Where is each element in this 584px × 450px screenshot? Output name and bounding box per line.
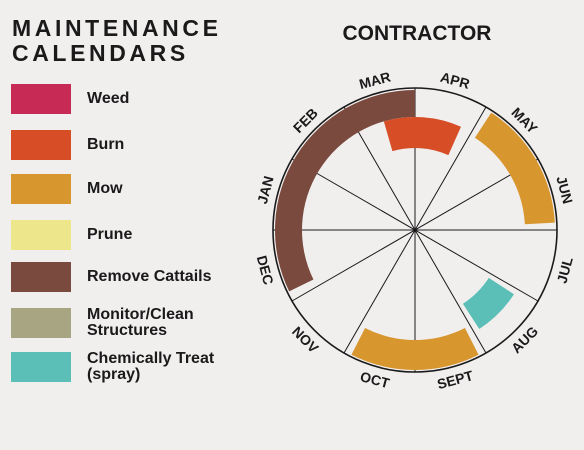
month-label-sept: SEPT xyxy=(435,367,475,392)
legend-label-line: Chemically Treat xyxy=(87,350,215,367)
activity-arc-mow xyxy=(351,328,479,370)
month-label-oct: OCT xyxy=(359,368,392,391)
legend-swatch xyxy=(11,262,71,292)
activity-arc-burn xyxy=(383,116,461,156)
month-label-apr: APR xyxy=(439,69,472,92)
legend-swatch xyxy=(11,352,71,382)
activity-arc-remove-cattails xyxy=(275,90,415,292)
legend-label: Mow xyxy=(87,180,123,197)
legend-item-mow: Mow xyxy=(11,172,241,206)
legend-swatch xyxy=(11,174,71,204)
activity-arc-mow xyxy=(474,112,555,225)
legend-swatch xyxy=(11,220,71,250)
legend-label-line: (spray) xyxy=(87,366,141,383)
legend-item-chemically-treat: Chemically Treat (spray) xyxy=(11,350,241,384)
legend-item-prune: Prune xyxy=(11,218,241,252)
month-label-nov: NOV xyxy=(289,323,322,356)
month-label-jul: JUL xyxy=(554,255,576,285)
legend-swatch xyxy=(11,84,71,114)
legend-item-weed: Weed xyxy=(11,82,241,116)
title-line-1: MAINTENANCE xyxy=(12,15,222,41)
page-title: MAINTENANCE CALENDARS xyxy=(12,16,222,66)
legend-label: Weed xyxy=(87,90,130,107)
legend-label: Burn xyxy=(87,136,125,153)
wheel-title: CONTRACTOR xyxy=(343,22,492,45)
legend-label-line: Monitor/Clean xyxy=(87,306,194,323)
activity-arc-chemically-treat-spray xyxy=(462,277,514,329)
legend-label: Remove Cattails xyxy=(87,268,212,285)
title-line-2: CALENDARS xyxy=(12,40,189,66)
legend-label: Monitor/Clean Structures xyxy=(87,306,194,340)
legend-label: Prune xyxy=(87,226,133,243)
month-label-dec: DEC xyxy=(254,254,277,287)
month-label-jun: JUN xyxy=(553,174,576,205)
legend-item-monitor-clean: Monitor/Clean Structures xyxy=(11,306,241,340)
legend-label: Chemically Treat (spray) xyxy=(87,350,214,384)
legend-item-burn: Burn xyxy=(11,128,241,162)
month-label-mar: MAR xyxy=(357,68,392,92)
legend-item-remove-cattails: Remove Cattails xyxy=(11,260,241,294)
legend-swatch xyxy=(11,130,71,160)
month-label-jan: JAN xyxy=(254,174,277,205)
month-label-aug: AUG xyxy=(508,323,541,356)
legend-label-line: Structures xyxy=(87,322,168,339)
legend-swatch xyxy=(11,308,71,338)
